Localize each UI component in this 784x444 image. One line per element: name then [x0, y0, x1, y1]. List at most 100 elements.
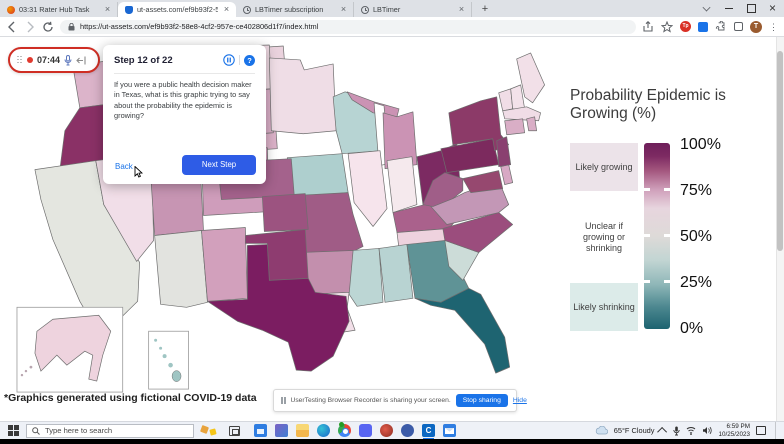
state-HI[interactable]: [154, 338, 158, 342]
c-app-icon[interactable]: C: [422, 424, 435, 440]
minimize-button[interactable]: [718, 0, 740, 16]
photos-app-icon[interactable]: [275, 424, 288, 437]
state-KS[interactable]: [261, 193, 309, 232]
legend-zone-likely-shrinking: Likely shrinking: [570, 283, 638, 332]
state-ME[interactable]: [516, 52, 545, 104]
colorbar-notch-25: [644, 280, 650, 284]
state-MD[interactable]: [462, 170, 504, 193]
tab-close-icon[interactable]: [103, 5, 112, 14]
tp-extension-icon[interactable]: Tp: [680, 21, 691, 32]
tray-expand-chevron-icon[interactable]: [657, 426, 668, 437]
state-NC[interactable]: [442, 212, 514, 253]
tab-close-icon[interactable]: [339, 5, 348, 14]
colorbar-notch-50: [644, 234, 650, 238]
state-AK[interactable]: [34, 314, 112, 382]
extensions-puzzle-icon[interactable]: [715, 20, 727, 33]
state-RI[interactable]: [526, 116, 537, 132]
tick-0: 0%: [680, 320, 704, 338]
network-icon[interactable]: [686, 426, 696, 435]
tab-close-icon[interactable]: [457, 5, 466, 14]
task-view-icon[interactable]: [229, 425, 240, 436]
reload-icon[interactable]: [42, 21, 54, 33]
edge-browser-icon[interactable]: [317, 424, 330, 437]
rater-hub-favicon-icon: [7, 5, 15, 14]
taskbar-clock[interactable]: 6:59 PM 10/25/2023: [718, 423, 750, 439]
taskbar-search[interactable]: Type here to search: [26, 423, 194, 438]
state-WV[interactable]: [422, 172, 464, 207]
state-AL[interactable]: [378, 244, 414, 303]
state-VT[interactable]: [498, 88, 514, 112]
state-VA[interactable]: [430, 180, 510, 225]
hide-link[interactable]: Hide: [512, 397, 527, 404]
state-FL[interactable]: [414, 287, 511, 374]
usertesting-extension-icon[interactable]: [698, 21, 708, 32]
pause-button[interactable]: [223, 54, 235, 66]
tab-search-chevron-icon[interactable]: [696, 0, 718, 16]
screen-bottom-edge: [0, 439, 784, 444]
state-NJ[interactable]: [496, 136, 512, 168]
state-MI[interactable]: [382, 111, 418, 170]
news-widget-icon[interactable]: [200, 425, 217, 436]
microsoft-store-icon[interactable]: [254, 424, 267, 437]
state-IL[interactable]: [347, 150, 388, 227]
page-content: Probability Epidemic is Growing (%) Like…: [0, 37, 784, 421]
back-link[interactable]: Back: [115, 162, 133, 171]
state-PA[interactable]: [440, 138, 500, 173]
state-DE[interactable]: [500, 164, 514, 185]
bookmark-star-icon[interactable]: [661, 20, 673, 33]
state-NY[interactable]: [448, 96, 510, 152]
toolbar-right-icons: Tp T: [642, 20, 778, 33]
profile-avatar[interactable]: T: [750, 20, 762, 33]
collapse-left-icon[interactable]: [76, 56, 86, 65]
windows-start-icon[interactable]: [8, 424, 20, 437]
show-desktop-button[interactable]: [775, 421, 778, 440]
volume-icon[interactable]: [702, 426, 713, 435]
tab-title: LBTimer subscription: [255, 5, 324, 14]
help-button[interactable]: [244, 54, 255, 66]
state-IA[interactable]: [286, 153, 349, 198]
microphone-icon[interactable]: [64, 54, 72, 66]
state-MS[interactable]: [348, 248, 384, 307]
browser-menu-icon[interactable]: [769, 21, 778, 33]
taskbar-apps: C: [254, 422, 456, 440]
maximize-button[interactable]: [740, 0, 762, 16]
new-tab-button[interactable]: [478, 3, 492, 17]
state-IN[interactable]: [386, 156, 418, 213]
file-explorer-icon[interactable]: [296, 424, 309, 437]
clock-favicon-icon: [243, 5, 251, 14]
tab-lbtimer[interactable]: LBTimer: [354, 2, 472, 17]
state-NM[interactable]: [201, 227, 248, 302]
scrollbar-thumb[interactable]: [777, 51, 783, 251]
discord-app-icon[interactable]: [359, 424, 372, 437]
drag-handle-icon[interactable]: [17, 55, 23, 65]
page-scrollbar[interactable]: [776, 37, 784, 421]
tab-close-icon[interactable]: [222, 5, 231, 14]
tray-microphone-icon[interactable]: [673, 426, 681, 436]
tick-100: 100%: [680, 136, 721, 154]
state-TX[interactable]: [207, 244, 350, 372]
share-icon[interactable]: [642, 20, 654, 33]
tab-rater-hub[interactable]: 03:31 Rater Hub Task: [0, 2, 118, 17]
url-bar[interactable]: https://ut-assets.com/ef9b93f2-58e8-4cf2…: [60, 19, 636, 34]
close-window-button[interactable]: [762, 0, 784, 16]
step-title: Step 12 of 22: [114, 54, 173, 66]
tab-ut-assets[interactable]: ut-assets.com/ef9b93f2-58e8-4...: [118, 2, 236, 17]
state-MA[interactable]: [502, 106, 541, 122]
action-center-icon[interactable]: [756, 426, 766, 435]
recording-timer-pill[interactable]: 07:44: [8, 47, 100, 73]
state-AZ[interactable]: [154, 230, 208, 308]
app-icon-red[interactable]: [380, 424, 393, 437]
app-icon-blue[interactable]: [401, 424, 414, 437]
weather-text[interactable]: 65°F Cloudy: [613, 426, 655, 435]
side-panel-icon[interactable]: [734, 22, 743, 31]
next-step-button[interactable]: Next Step: [182, 155, 256, 175]
state-CT[interactable]: [504, 118, 526, 136]
tab-lbtimer-subscription[interactable]: LBTimer subscription: [236, 2, 354, 17]
forward-icon[interactable]: [24, 21, 36, 33]
lock-icon: [68, 22, 75, 30]
chrome-browser-icon[interactable]: [338, 422, 351, 437]
mail-app-icon[interactable]: [443, 424, 456, 437]
stop-sharing-button[interactable]: Stop sharing: [455, 394, 508, 407]
back-icon[interactable]: [6, 21, 18, 33]
state-MN[interactable]: [268, 57, 337, 135]
